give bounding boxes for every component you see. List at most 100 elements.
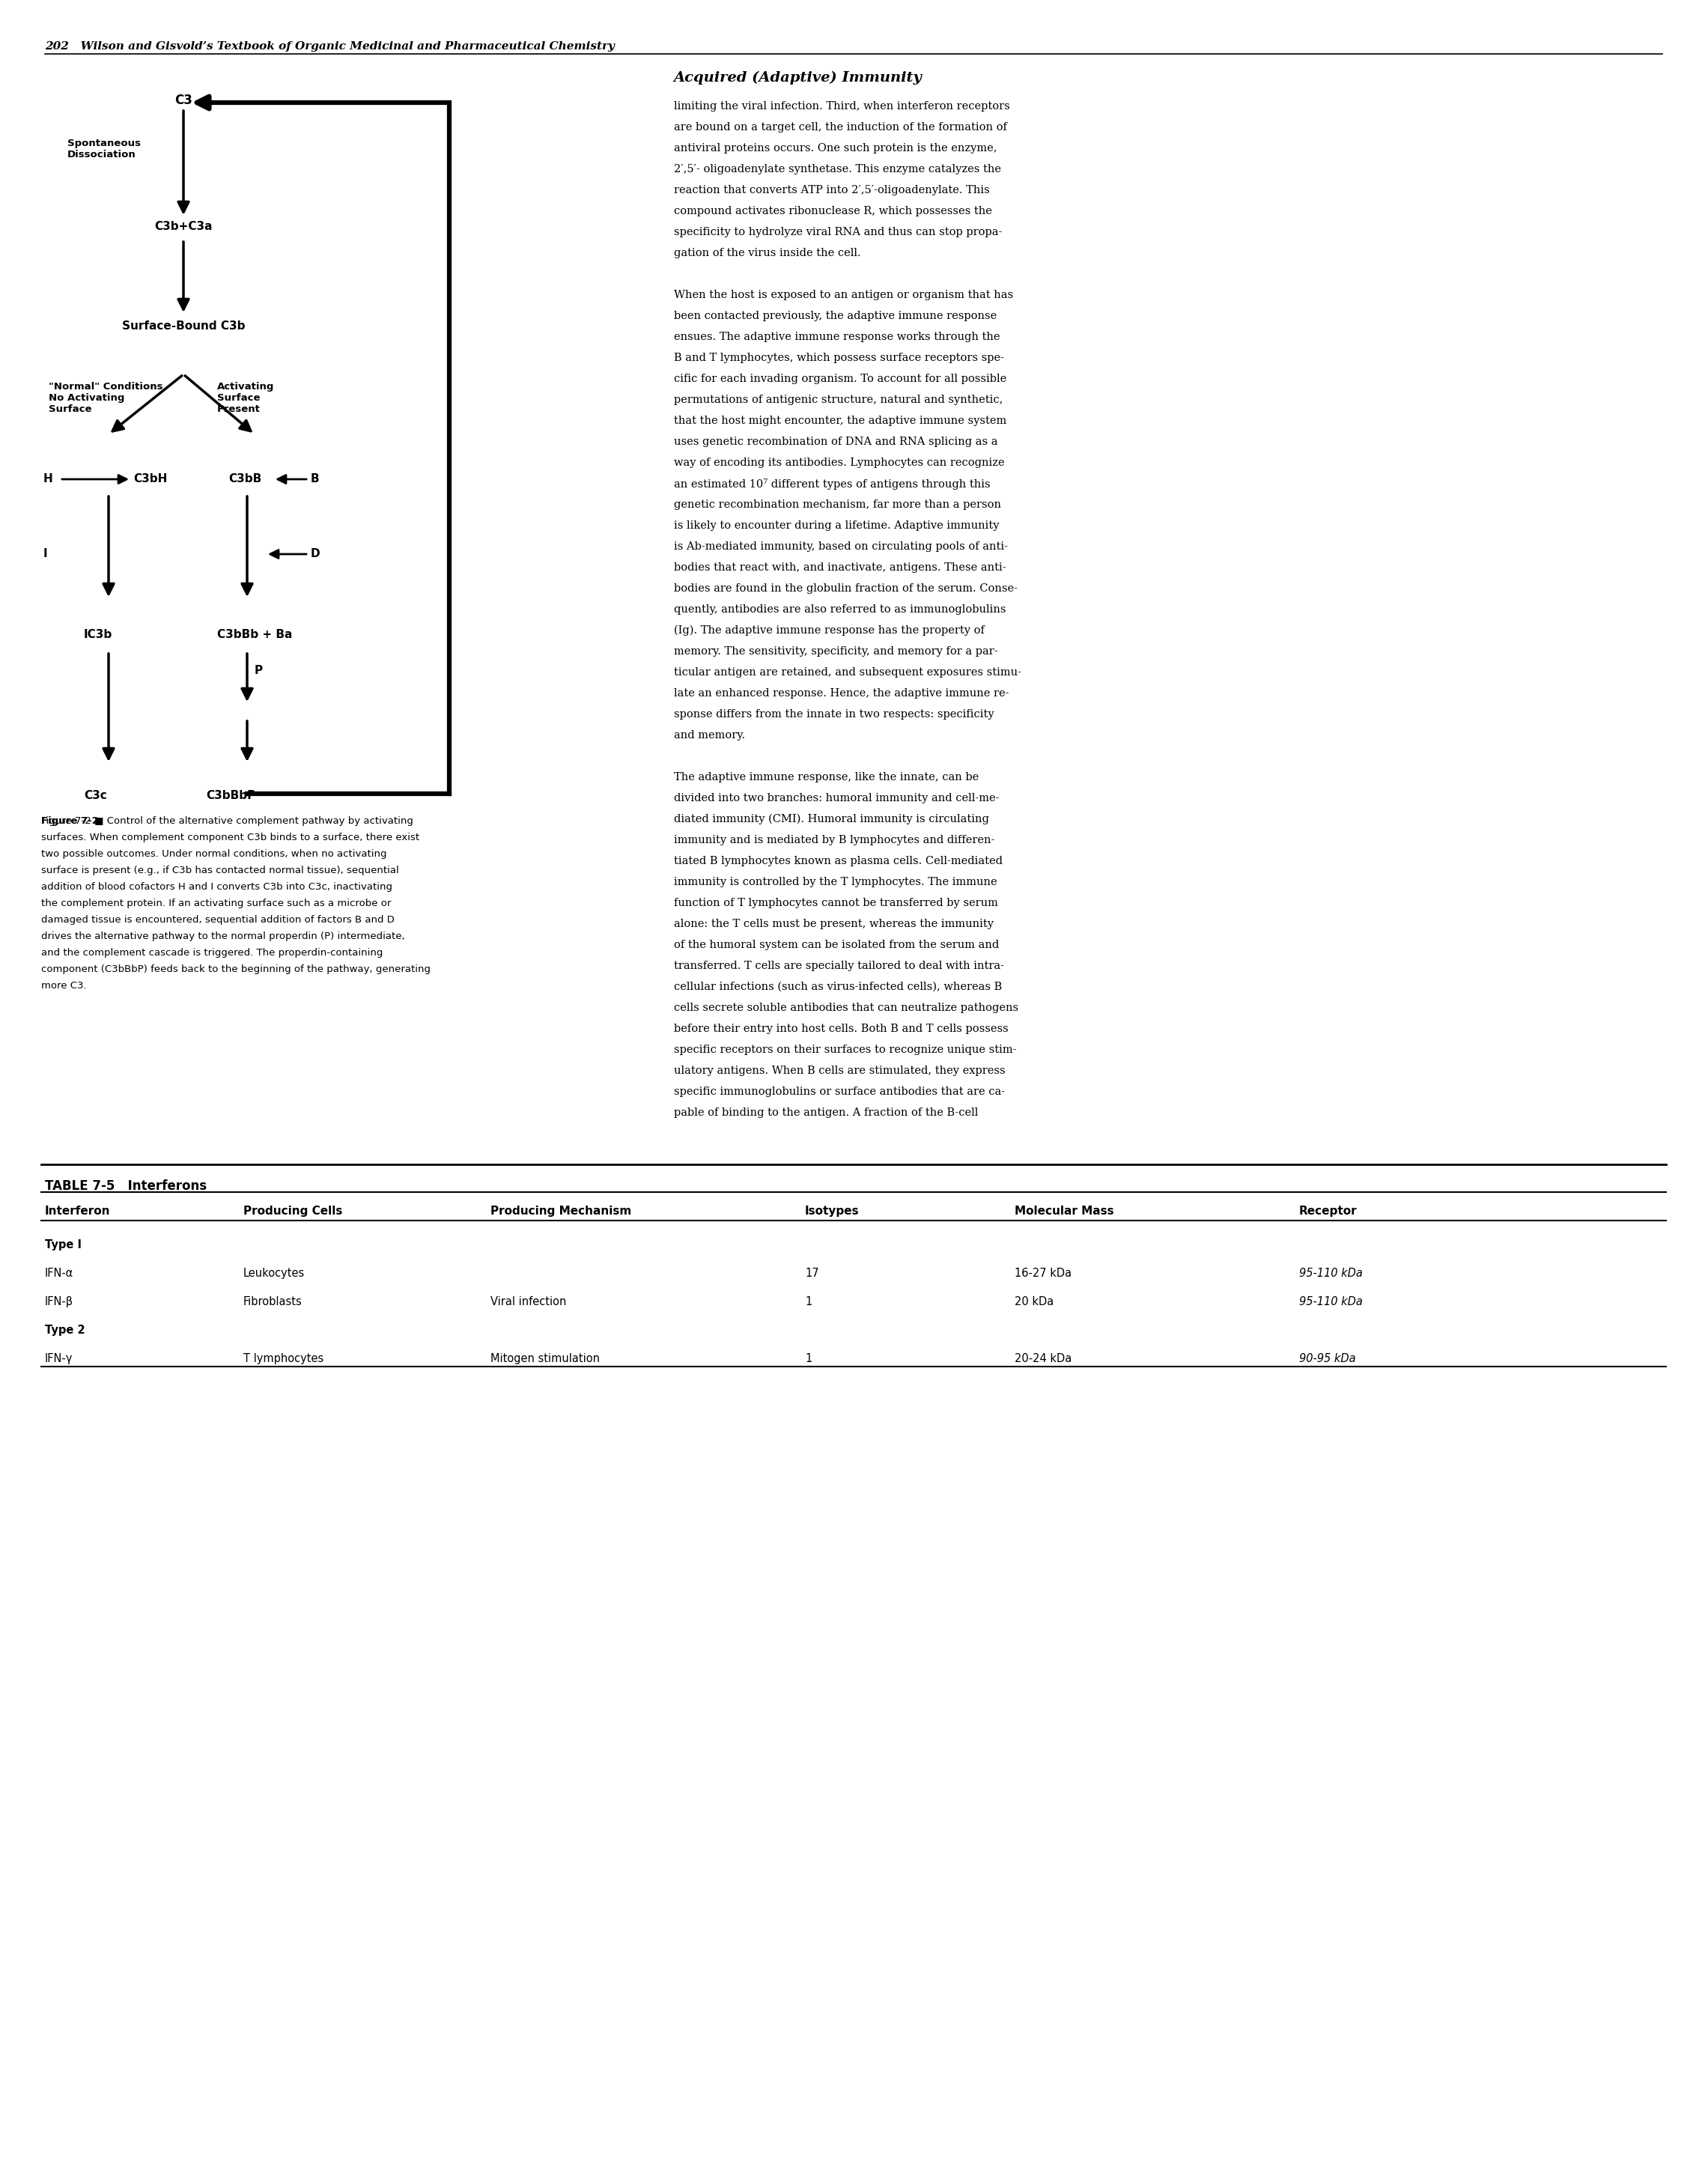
- Text: TABLE 7-5   Interferons: TABLE 7-5 Interferons: [44, 1178, 207, 1194]
- Text: 1: 1: [804, 1354, 811, 1365]
- Text: H: H: [43, 473, 53, 484]
- Text: specificity to hydrolyze viral RNA and thus can stop propa-: specificity to hydrolyze viral RNA and t…: [675, 228, 1003, 237]
- Text: B and T lymphocytes, which possess surface receptors spe-: B and T lymphocytes, which possess surfa…: [675, 354, 1004, 362]
- Text: 20 kDa: 20 kDa: [1015, 1295, 1054, 1306]
- Text: Interferon: Interferon: [44, 1207, 111, 1217]
- Text: damaged tissue is encountered, sequential addition of factors B and D: damaged tissue is encountered, sequentia…: [41, 916, 395, 924]
- Text: 17: 17: [804, 1267, 818, 1278]
- Text: bodies are found in the globulin fraction of the serum. Conse-: bodies are found in the globulin fractio…: [675, 584, 1018, 595]
- Text: 16-27 kDa: 16-27 kDa: [1015, 1267, 1071, 1278]
- Text: C3bB: C3bB: [229, 473, 261, 484]
- Text: limiting the viral infection. Third, when interferon receptors: limiting the viral infection. Third, whe…: [675, 102, 1009, 111]
- Text: ticular antigen are retained, and subsequent exposures stimu-: ticular antigen are retained, and subseq…: [675, 666, 1021, 677]
- Text: compound activates ribonuclease R, which possesses the: compound activates ribonuclease R, which…: [675, 206, 992, 217]
- Text: 95-110 kDa: 95-110 kDa: [1300, 1267, 1363, 1278]
- Text: transferred. T cells are specially tailored to deal with intra-: transferred. T cells are specially tailo…: [675, 961, 1004, 972]
- Text: 90-95 kDa: 90-95 kDa: [1300, 1354, 1356, 1365]
- Text: Acquired (Adaptive) Immunity: Acquired (Adaptive) Immunity: [675, 72, 922, 85]
- Text: tiated B lymphocytes known as plasma cells. Cell-mediated: tiated B lymphocytes known as plasma cel…: [675, 855, 1003, 866]
- Text: specific receptors on their surfaces to recognize unique stim-: specific receptors on their surfaces to …: [675, 1044, 1016, 1055]
- Text: pable of binding to the antigen. A fraction of the B-cell: pable of binding to the antigen. A fract…: [675, 1107, 979, 1118]
- Text: ulatory antigens. When B cells are stimulated, they express: ulatory antigens. When B cells are stimu…: [675, 1065, 1006, 1076]
- Text: Molecular Mass: Molecular Mass: [1015, 1207, 1114, 1217]
- Text: Type I: Type I: [44, 1239, 82, 1250]
- Text: 20-24 kDa: 20-24 kDa: [1015, 1354, 1071, 1365]
- Text: the complement protein. If an activating surface such as a microbe or: the complement protein. If an activating…: [41, 898, 391, 909]
- Text: C3: C3: [174, 93, 193, 106]
- Text: Surface-Bound C3b: Surface-Bound C3b: [121, 321, 244, 332]
- Text: uses genetic recombination of DNA and RNA splicing as a: uses genetic recombination of DNA and RN…: [675, 436, 997, 447]
- Text: antiviral proteins occurs. One such protein is the enzyme,: antiviral proteins occurs. One such prot…: [675, 143, 997, 154]
- Text: cells secrete soluble antibodies that can neutralize pathogens: cells secrete soluble antibodies that ca…: [675, 1003, 1018, 1013]
- Text: "Normal" Conditions
No Activating
Surface: "Normal" Conditions No Activating Surfac…: [48, 382, 162, 414]
- Text: IFN-α: IFN-α: [44, 1267, 73, 1278]
- Text: memory. The sensitivity, specificity, and memory for a par-: memory. The sensitivity, specificity, an…: [675, 647, 997, 658]
- Text: immunity is controlled by the T lymphocytes. The immune: immunity is controlled by the T lymphocy…: [675, 877, 997, 888]
- Text: surfaces. When complement component C3b binds to a surface, there exist: surfaces. When complement component C3b …: [41, 833, 420, 842]
- Text: Viral infection: Viral infection: [490, 1295, 567, 1306]
- Text: before their entry into host cells. Both B and T cells possess: before their entry into host cells. Both…: [675, 1024, 1008, 1035]
- Text: B: B: [311, 473, 319, 484]
- Text: C3b+C3a: C3b+C3a: [154, 221, 212, 232]
- Text: two possible outcomes. Under normal conditions, when no activating: two possible outcomes. Under normal cond…: [41, 848, 386, 859]
- Text: that the host might encounter, the adaptive immune system: that the host might encounter, the adapt…: [675, 417, 1006, 425]
- Text: IFN-γ: IFN-γ: [44, 1354, 73, 1365]
- Text: C3bBb + Ba: C3bBb + Ba: [217, 629, 292, 640]
- Text: function of T lymphocytes cannot be transferred by serum: function of T lymphocytes cannot be tran…: [675, 898, 997, 909]
- Text: genetic recombination mechanism, far more than a person: genetic recombination mechanism, far mor…: [675, 499, 1001, 510]
- Text: C3bH: C3bH: [133, 473, 167, 484]
- Text: P: P: [254, 664, 263, 675]
- Text: IC3b: IC3b: [84, 629, 113, 640]
- Text: divided into two branches: humoral immunity and cell-me-: divided into two branches: humoral immun…: [675, 792, 999, 803]
- Text: I: I: [43, 549, 48, 560]
- Text: and memory.: and memory.: [675, 729, 745, 740]
- Text: bodies that react with, and inactivate, antigens. These anti-: bodies that react with, and inactivate, …: [675, 562, 1006, 573]
- Text: 202   Wilson and Gisvold’s Textbook of Organic Medicinal and Pharmaceutical Chem: 202 Wilson and Gisvold’s Textbook of Org…: [44, 41, 615, 52]
- Text: reaction that converts ATP into 2′,5′-oligoadenylate. This: reaction that converts ATP into 2′,5′-ol…: [675, 184, 989, 195]
- Text: permutations of antigenic structure, natural and synthetic,: permutations of antigenic structure, nat…: [675, 395, 1003, 406]
- Text: and the complement cascade is triggered. The properdin-containing: and the complement cascade is triggered.…: [41, 948, 383, 957]
- Text: cellular infections (such as virus-infected cells), whereas B: cellular infections (such as virus-infec…: [675, 981, 1003, 992]
- Text: Isotypes: Isotypes: [804, 1207, 859, 1217]
- Text: of the humoral system can be isolated from the serum and: of the humoral system can be isolated fr…: [675, 940, 999, 950]
- Text: Figure 7-2 ■ Control of the alternative complement pathway by activating: Figure 7-2 ■ Control of the alternative …: [41, 816, 413, 827]
- Text: (Ig). The adaptive immune response has the property of: (Ig). The adaptive immune response has t…: [675, 625, 984, 636]
- Text: an estimated 10⁷ different types of antigens through this: an estimated 10⁷ different types of anti…: [675, 477, 991, 490]
- Text: is likely to encounter during a lifetime. Adaptive immunity: is likely to encounter during a lifetime…: [675, 521, 999, 532]
- Text: Activating
Surface
Present: Activating Surface Present: [217, 382, 275, 414]
- Text: Mitogen stimulation: Mitogen stimulation: [490, 1354, 600, 1365]
- Text: alone: the T cells must be present, whereas the immunity: alone: the T cells must be present, wher…: [675, 918, 994, 929]
- Text: drives the alternative pathway to the normal properdin (P) intermediate,: drives the alternative pathway to the no…: [41, 931, 405, 942]
- Text: Leukocytes: Leukocytes: [243, 1267, 306, 1278]
- Text: immunity and is mediated by B lymphocytes and differen-: immunity and is mediated by B lymphocyte…: [675, 835, 994, 846]
- Text: way of encoding its antibodies. Lymphocytes can recognize: way of encoding its antibodies. Lymphocy…: [675, 458, 1004, 469]
- Text: Fibroblasts: Fibroblasts: [243, 1295, 302, 1306]
- Text: When the host is exposed to an antigen or organism that has: When the host is exposed to an antigen o…: [675, 291, 1013, 299]
- Text: cific for each invading organism. To account for all possible: cific for each invading organism. To acc…: [675, 373, 1006, 384]
- Text: quently, antibodies are also referred to as immunoglobulins: quently, antibodies are also referred to…: [675, 603, 1006, 614]
- Text: 95-110 kDa: 95-110 kDa: [1300, 1295, 1363, 1306]
- Text: ensues. The adaptive immune response works through the: ensues. The adaptive immune response wor…: [675, 332, 999, 343]
- Text: are bound on a target cell, the induction of the formation of: are bound on a target cell, the inductio…: [675, 122, 1008, 132]
- Text: component (C3bBbP) feeds back to the beginning of the pathway, generating: component (C3bBbP) feeds back to the beg…: [41, 963, 430, 974]
- Text: late an enhanced response. Hence, the adaptive immune re-: late an enhanced response. Hence, the ad…: [675, 688, 1009, 699]
- Text: The adaptive immune response, like the innate, can be: The adaptive immune response, like the i…: [675, 773, 979, 783]
- Text: C3bBbP: C3bBbP: [207, 790, 256, 801]
- Text: IFN-β: IFN-β: [44, 1295, 73, 1306]
- Text: sponse differs from the innate in two respects: specificity: sponse differs from the innate in two re…: [675, 710, 994, 720]
- Text: addition of blood cofactors H and I converts C3b into C3c, inactivating: addition of blood cofactors H and I conv…: [41, 881, 393, 892]
- Text: more C3.: more C3.: [41, 981, 87, 992]
- Text: Producing Mechanism: Producing Mechanism: [490, 1207, 632, 1217]
- Text: is Ab-mediated immunity, based on circulating pools of anti-: is Ab-mediated immunity, based on circul…: [675, 540, 1008, 551]
- Text: Type 2: Type 2: [44, 1324, 85, 1337]
- Text: T lymphocytes: T lymphocytes: [243, 1354, 325, 1365]
- Text: diated immunity (CMI). Humoral immunity is circulating: diated immunity (CMI). Humoral immunity …: [675, 814, 989, 825]
- Text: specific immunoglobulins or surface antibodies that are ca-: specific immunoglobulins or surface anti…: [675, 1087, 1004, 1098]
- Text: 2′,5′- oligoadenylate synthetase. This enzyme catalyzes the: 2′,5′- oligoadenylate synthetase. This e…: [675, 165, 1001, 174]
- Text: 1: 1: [804, 1295, 811, 1306]
- Text: Receptor: Receptor: [1300, 1207, 1358, 1217]
- Text: D: D: [311, 549, 319, 560]
- Text: surface is present (e.g., if C3b has contacted normal tissue), sequential: surface is present (e.g., if C3b has con…: [41, 866, 400, 875]
- Text: Spontaneous
Dissociation: Spontaneous Dissociation: [67, 139, 140, 158]
- Text: C3c: C3c: [84, 790, 108, 801]
